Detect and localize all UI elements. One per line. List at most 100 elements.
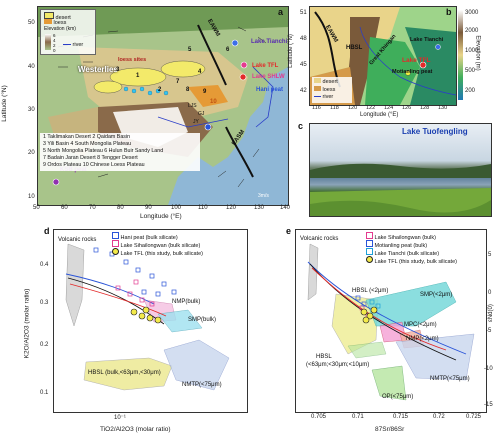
panel-d-ytick-2: 0.2: [40, 342, 49, 348]
panel-d-plot: Hani peat (bulk silicate) Lake Sihailong…: [53, 229, 248, 413]
panel-e-ytick-3: -10: [484, 366, 493, 372]
panel-b-xtick-5: 126: [402, 105, 412, 111]
panel-e-volcanic: Volcanic rocks: [300, 236, 339, 242]
shlw-label: Lake SHLW: [252, 74, 285, 80]
panel-a-xtick-1: 60: [61, 205, 68, 211]
panel-a-xtick-0: 50: [33, 205, 40, 211]
panel-e-hbsl-bottom-1: HBSL: [316, 354, 332, 360]
legend-elevation: Elevation (km): [44, 26, 76, 32]
panel-a-ytick-10: 10: [28, 194, 35, 200]
panel-d-legend-2: Lake TFL (this study, bulk silicate): [120, 251, 203, 257]
panel-c-photo: [309, 123, 492, 217]
panel-a-xtick-7: 120: [226, 205, 237, 211]
panel-b-tfl: Lake TFL: [402, 57, 431, 64]
gj-label: GJ: [198, 111, 205, 117]
panel-a-ylabel: Latitude (°N): [0, 85, 8, 122]
num-9: 9: [203, 89, 207, 95]
panel-d-legend-0: Hani peat (bulk silicate): [120, 235, 178, 241]
westerlies-label: Westerlies: [78, 65, 118, 74]
panel-a-legend: desert loess Elevation (km) 6 4 2 0 rive…: [40, 9, 96, 55]
panel-e-legend-1: Motianling peat (bulk): [374, 243, 428, 249]
panel-b-xtick-6: 128: [420, 105, 430, 111]
legend-river: river: [72, 42, 84, 48]
jy-label: JY: [193, 119, 199, 125]
num-3: 3: [116, 67, 120, 73]
panel-a-xtick-9: 140: [280, 205, 291, 211]
panel-d-label: d: [44, 226, 50, 236]
ljs-label: LJS: [188, 103, 197, 109]
key-row-0: 1 Taklimakan Desert 2 Qaidam Basin: [43, 134, 131, 140]
panel-e-ytick-4: -15: [484, 402, 493, 408]
num-6: 6: [226, 47, 230, 53]
panel-e-hbsl-bottom-2: (<63μm;<30μm;<10μm): [306, 362, 370, 368]
num-7: 7: [176, 79, 180, 85]
tfl-label: Lake TFL: [252, 63, 279, 69]
panel-e-label: e: [286, 226, 292, 236]
panel-b-label: b: [446, 7, 452, 17]
panel-d-hbsl: HBSL (bulk,<63μm,<30μm): [88, 370, 161, 376]
panel-e-xlabel: 87Sr/86Sr: [375, 426, 405, 433]
loess-sites-label: loess sites: [118, 57, 147, 63]
legend-e2: 2: [53, 43, 56, 48]
panel-e-smp: SMP(<2μm): [420, 292, 453, 298]
colorbar-tick-0: 3000: [465, 10, 479, 16]
panel-e-scatter: [307, 243, 475, 401]
key-row-4: 9 Ordos Plateau 10 Chinese Loess Plateau: [43, 162, 145, 168]
panel-a-label: a: [278, 7, 284, 17]
panel-e-xtick-2: 0.715: [393, 414, 409, 420]
panel-d-xtick-0: 10⁻¹: [114, 415, 126, 421]
panel-a-key: 1 Taklimakan Desert 2 Qaidam Basin 3 Yil…: [40, 133, 200, 171]
num-1: 1: [136, 73, 140, 79]
panel-b-xtick-4: 124: [384, 105, 394, 111]
panel-e-plot: Lake Sihailongwan (bulk) Motianling peat…: [295, 229, 487, 413]
panel-b-map: EAWM HBSL Great Khingan Lake Tianchi Lak…: [309, 6, 457, 106]
panel-b-xtick-7: 130: [438, 105, 448, 111]
panel-e-nmtp: NMTP(<75μm): [430, 376, 470, 382]
panel-e-ylabel: εNd(0): [487, 304, 494, 322]
panel-b-ytick-1: 48: [300, 36, 307, 42]
panel-a-xtick-4: 90: [145, 205, 152, 211]
panel-a-xtick-8: 130: [254, 205, 265, 211]
legend-e0: 0: [53, 48, 56, 53]
panel-b-ytick-3: 42: [300, 88, 307, 94]
panel-d-scatter: [65, 243, 230, 391]
panel-b-ylabel: Latitude (°N): [287, 34, 294, 68]
panel-b-legend-desert: desert: [322, 79, 338, 85]
colorbar-tick-4: 200: [465, 88, 476, 94]
panel-a-xlabel: Longitude (°E): [140, 213, 182, 220]
panel-c-label: c: [298, 121, 304, 131]
panel-e-legend-3: Lake TFL (this study, bulk silicate): [374, 259, 457, 265]
panel-e-op: OP(<75μm): [382, 394, 414, 400]
panel-b-xlabel: Longitude (°E): [360, 112, 399, 118]
panel-c-title: Lake Tuofengling: [402, 127, 468, 136]
panel-d-xlabel: TiO2/Al2O3 (molar ratio): [100, 426, 171, 433]
panel-b-xtick-0: 116: [312, 105, 321, 111]
num-2: 2: [158, 87, 162, 93]
colorbar-title: Elevation (m): [474, 35, 481, 71]
panel-d-ylabel: K2O/Al2O3 (molar ratio): [23, 288, 31, 359]
panel-e-ytick-0: 5: [488, 252, 492, 258]
panel-e-nmp: NMP(<2μm): [406, 336, 439, 342]
num-4: 4: [198, 69, 202, 75]
panel-b-motianling: Motianling peat: [392, 69, 433, 75]
tianchi-label: Lake Tianchi: [251, 39, 288, 45]
num-8: 8: [186, 87, 190, 93]
legend-loess: loess: [53, 20, 67, 26]
panel-b-tianchi: Lake Tianchi: [410, 37, 444, 43]
colorbar-tick-3: 500: [465, 68, 476, 74]
panel-a-xtick-5: 100: [171, 205, 182, 211]
key-row-2: 5 North Mongolia Plateau 6 Hulun Buir Sa…: [43, 148, 164, 154]
panel-e-mpc: MPC(<2μm): [404, 322, 437, 328]
panel-b-ytick-0: 51: [300, 10, 307, 16]
panel-b-terrain: [310, 7, 456, 105]
legend-desert: desert: [55, 15, 71, 21]
panel-e-legend-0: Lake Sihailongwan (bulk): [374, 235, 436, 241]
legend-e4: 4: [53, 38, 56, 43]
panel-d-ytick-3: 0.1: [40, 390, 49, 396]
num-10: 10: [210, 99, 217, 105]
scale-note: 3m/s: [258, 193, 269, 199]
panel-d-ytick-1: 0.3: [40, 300, 49, 306]
panel-d-nmtp: NMTP(<75μm): [182, 382, 222, 388]
panel-c-scenery: [310, 163, 491, 216]
panel-e-ytick-1: 0: [488, 290, 492, 296]
